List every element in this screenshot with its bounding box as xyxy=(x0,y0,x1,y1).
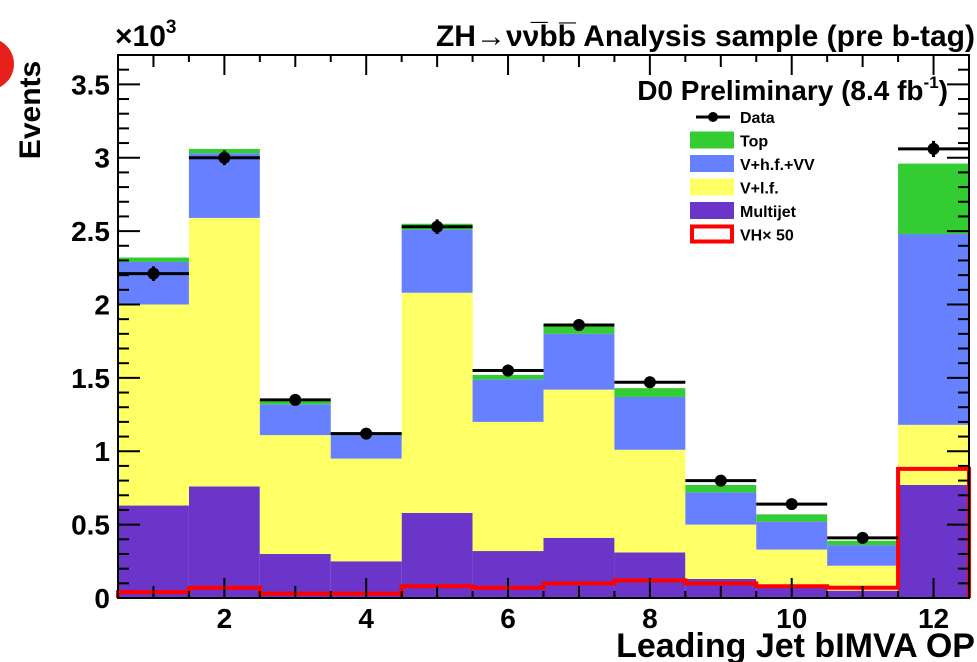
bar-v-l-f--12 xyxy=(898,424,969,485)
legend-data-marker xyxy=(708,112,718,122)
legend-swatch xyxy=(690,178,734,196)
bar-v-l-f--9 xyxy=(685,524,757,579)
signal-line xyxy=(116,466,971,598)
y-axis-label: Events xyxy=(14,61,47,159)
data-marker xyxy=(856,531,869,544)
data-point-6 xyxy=(472,364,544,377)
legend-swatch-outline xyxy=(690,224,734,244)
data-marker xyxy=(643,376,656,389)
data-point-9 xyxy=(685,474,757,487)
x-tick-label: 6 xyxy=(500,603,516,634)
legend-label: V+h.f.+VV xyxy=(740,157,815,174)
axes: 0 0.5 1 1.5 2 2.5 3 3.5 2 4 6 8 10 12 xyxy=(71,54,970,634)
bar-v-l-f--8 xyxy=(614,449,686,553)
data-marker xyxy=(785,498,798,511)
legend-item-v-h-f-vv: V+h.f.+VV xyxy=(690,155,815,174)
bar-v-h-f-vv-6 xyxy=(472,379,544,422)
legend-label: Top xyxy=(740,134,768,151)
data-marker xyxy=(218,151,231,164)
bar-v-l-f--6 xyxy=(472,421,544,552)
bar-v-l-f--4 xyxy=(330,458,402,562)
data-marker xyxy=(289,393,302,406)
y-tick-label: 0 xyxy=(94,583,110,614)
legend-item-data: Data xyxy=(696,110,775,127)
bar-v-l-f--3 xyxy=(259,435,331,554)
data-point-1 xyxy=(118,266,189,282)
data-marker xyxy=(502,364,515,377)
legend: Data Top V+h.f.+VV V+l.f. Multijet VH× 50 xyxy=(690,110,815,245)
data-point-7 xyxy=(543,319,615,332)
data-marker xyxy=(147,267,160,280)
y-tick-label: 3 xyxy=(94,143,110,174)
y-tick-label: 0.5 xyxy=(71,510,110,541)
bar-v-l-f--7 xyxy=(543,389,615,538)
bar-v-l-f--1 xyxy=(118,304,189,506)
y-tick-label: 2 xyxy=(94,289,110,320)
legend-swatch xyxy=(690,202,734,219)
data-marker xyxy=(572,319,585,332)
legend-label: VH× 50 xyxy=(740,228,794,245)
data-point-2 xyxy=(188,150,260,166)
bar-multijet-1 xyxy=(118,505,189,598)
legend-label: Multijet xyxy=(740,204,797,221)
bar-v-h-f-vv-10 xyxy=(756,521,828,550)
data-point-10 xyxy=(756,498,828,511)
bar-v-h-f-vv-9 xyxy=(685,492,757,525)
bar-top-8 xyxy=(614,388,686,397)
y-tick-label: 1.5 xyxy=(71,363,110,394)
bar-v-l-f--5 xyxy=(401,292,473,513)
bar-multijet-5 xyxy=(401,512,473,598)
data-marker xyxy=(360,427,373,440)
data-marker xyxy=(431,220,444,233)
data-point-8 xyxy=(614,376,686,389)
bar-top-9 xyxy=(685,484,757,493)
data-point-3 xyxy=(259,393,331,406)
x-tick-label: 8 xyxy=(642,603,658,634)
data-point-4 xyxy=(330,427,402,440)
y-tick-label: 3.5 xyxy=(71,69,110,100)
legend-item-top: Top xyxy=(690,131,768,151)
data-point-11 xyxy=(827,531,899,544)
x-axis-label: Leading Jet bIMVA OP xyxy=(616,627,975,662)
bar-v-h-f-vv-8 xyxy=(614,396,686,450)
bar-v-h-f-vv-4 xyxy=(330,435,402,459)
logo-fragment xyxy=(0,40,14,88)
legend-label: Data xyxy=(740,110,775,127)
legend-swatch xyxy=(690,155,734,172)
legend-swatch xyxy=(690,131,734,149)
bar-top-12 xyxy=(898,163,969,235)
experiment-label: D0 Preliminary (8.4 fb-1) xyxy=(637,73,948,106)
bar-top-6 xyxy=(472,374,544,380)
y-multiplier: ×103 xyxy=(115,17,176,53)
x-tick-label: 4 xyxy=(358,603,374,634)
data-marker xyxy=(927,142,940,155)
data-point-12 xyxy=(898,140,969,157)
data-point-5 xyxy=(401,219,473,235)
legend-item-v-l-f-: V+l.f. xyxy=(690,178,779,198)
bar-v-h-f-vv-3 xyxy=(259,404,331,436)
bar-v-h-f-vv-12 xyxy=(898,234,969,425)
chart-title: ZH→νν̅bb̅ Analysis sample (pre b-tag) xyxy=(436,20,975,53)
y-tick-label: 1 xyxy=(94,436,110,467)
data-points xyxy=(118,140,969,544)
legend-label: V+l.f. xyxy=(740,181,779,198)
bar-v-h-f-vv-11 xyxy=(827,545,899,566)
legend-item-vh-50: VH× 50 xyxy=(690,224,794,245)
legend-item-multijet: Multijet xyxy=(690,202,797,221)
data-marker xyxy=(714,474,727,487)
x-tick-label: 2 xyxy=(217,603,233,634)
x-tick-label: 10 xyxy=(776,603,807,634)
bar-top-1 xyxy=(118,257,189,262)
signal-histogram xyxy=(116,466,971,598)
bar-top-10 xyxy=(756,514,828,522)
x-tick-label: 12 xyxy=(918,603,949,634)
bar-v-h-f-vv-7 xyxy=(543,333,615,390)
bar-v-h-f-vv-5 xyxy=(401,229,473,293)
bar-v-l-f--2 xyxy=(188,217,260,487)
y-tick-label: 2.5 xyxy=(71,216,110,247)
